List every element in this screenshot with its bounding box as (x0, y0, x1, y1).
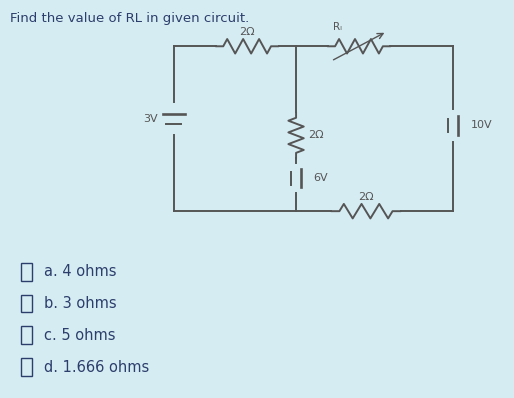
Text: 2Ω: 2Ω (308, 130, 324, 140)
Text: 2Ω: 2Ω (240, 27, 255, 37)
Text: b. 3 ohms: b. 3 ohms (44, 296, 116, 311)
FancyBboxPatch shape (21, 263, 32, 281)
Text: 3V: 3V (143, 114, 158, 124)
Text: d. 1.666 ohms: d. 1.666 ohms (44, 360, 149, 375)
Text: 2Ω: 2Ω (358, 192, 374, 202)
Text: Find the value of RL in given circuit.: Find the value of RL in given circuit. (10, 12, 249, 25)
FancyBboxPatch shape (21, 358, 32, 376)
Text: a. 4 ohms: a. 4 ohms (44, 264, 116, 279)
Text: 6V: 6V (314, 173, 328, 183)
FancyBboxPatch shape (21, 326, 32, 344)
Text: Rₗ: Rₗ (333, 22, 342, 32)
Text: 10V: 10V (471, 121, 492, 131)
Text: c. 5 ohms: c. 5 ohms (44, 328, 115, 343)
FancyBboxPatch shape (21, 295, 32, 312)
